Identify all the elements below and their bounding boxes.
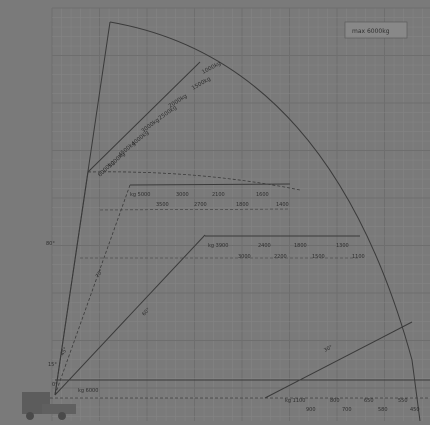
band2-r2-3: 1100 xyxy=(352,254,365,260)
band1-top-line xyxy=(129,183,291,186)
band1-bottom-line xyxy=(99,208,291,211)
band1-r2-0: 3500 xyxy=(156,202,169,208)
band2-r2-0: 3000 xyxy=(238,254,251,260)
angle-label-80: 80° xyxy=(46,241,55,247)
angle-label-30: 30° xyxy=(323,344,334,354)
band2-r2-2: 1500 xyxy=(312,254,325,260)
band2-r1-2: 1800 xyxy=(294,243,307,249)
origin-label: kg 6000 xyxy=(78,388,98,394)
band1-r2-1: 2700 xyxy=(194,202,207,208)
band3-r1-0: kg 1100 xyxy=(285,398,305,404)
boom-ray-mid xyxy=(54,171,89,396)
band3-r2-0: 900 xyxy=(306,407,316,413)
angle-label-15: 15° xyxy=(48,362,57,368)
band2-r2-1: 2200 xyxy=(274,254,287,260)
angle-label-60: 60° xyxy=(141,307,152,318)
band2-r1-1: 2400 xyxy=(258,243,271,249)
angle-label-70: 70° xyxy=(95,268,105,279)
band1-r1-3: 1600 xyxy=(256,192,269,198)
angle-label-0: 0° xyxy=(52,382,58,388)
band1-r2-2: 1800 xyxy=(236,202,249,208)
band3-r1-1: 800 xyxy=(330,398,340,404)
band1-r1-1: 3000 xyxy=(176,192,189,198)
boom-ray-upper xyxy=(87,61,201,173)
band3-r1-2: 650 xyxy=(364,398,374,404)
band1-r1-0: kg 5000 xyxy=(130,192,150,198)
grid xyxy=(51,7,430,421)
crane-base-icon xyxy=(22,392,76,420)
band2-r1-3: 1300 xyxy=(336,243,349,249)
legend-text: max 6000kg xyxy=(352,28,390,35)
band1-r2-3: 1400 xyxy=(276,202,289,208)
legend-box xyxy=(344,21,408,39)
angle-label-45: 45° xyxy=(60,346,70,357)
band3-r2-2: 580 xyxy=(378,407,388,413)
boom-ray-4 xyxy=(54,234,206,396)
band3-r1-3: 550 xyxy=(398,398,408,404)
band3-r2-3: 450 xyxy=(410,407,420,413)
band3-r2-1: 700 xyxy=(342,407,352,413)
band1-r1-2: 2100 xyxy=(212,192,225,198)
second-envelope-arc xyxy=(87,171,301,191)
outer-envelope-arc xyxy=(109,21,421,422)
band2-r1-0: kg 3900 xyxy=(208,243,228,249)
boom-ray-5 xyxy=(264,321,413,399)
boom-ray-3 xyxy=(54,184,131,396)
